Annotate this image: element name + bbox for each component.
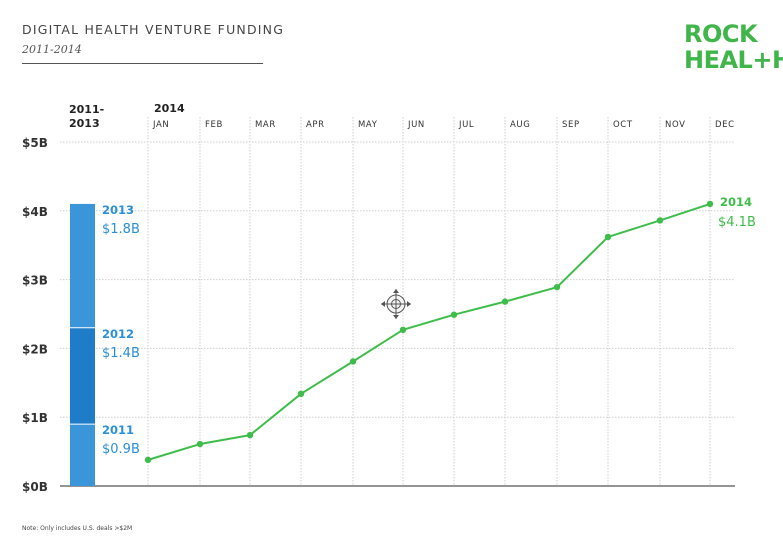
bar-header-line-1: 2011- bbox=[69, 103, 104, 116]
bar-header-line-2: 2013 bbox=[69, 117, 100, 130]
y-tick-label: $2B bbox=[22, 342, 48, 356]
data-point bbox=[450, 311, 458, 318]
bar-segment-year-label: 2012 bbox=[102, 327, 134, 341]
month-label: AUG bbox=[510, 120, 530, 130]
data-point bbox=[706, 200, 714, 208]
month-label: NOV bbox=[665, 120, 686, 130]
data-point bbox=[553, 283, 561, 291]
month-label: JUL bbox=[458, 120, 474, 130]
chart-subtitle: 2011-2014 bbox=[22, 43, 82, 56]
y-tick-label: $1B bbox=[22, 411, 48, 425]
y-tick-label: $5B bbox=[22, 136, 48, 150]
bar-segment-2013 bbox=[70, 203, 95, 328]
bar-segment-value-label: $0.9B bbox=[102, 442, 140, 457]
data-point bbox=[656, 217, 664, 224]
month-label: SEP bbox=[562, 120, 580, 130]
month-label: OCT bbox=[613, 120, 633, 130]
month-label: DEC bbox=[715, 120, 735, 130]
chart-title: DIGITAL HEALTH VENTURE FUNDING bbox=[22, 22, 285, 37]
bar-segment-year-label: 2013 bbox=[102, 203, 134, 217]
bar-segment-2011 bbox=[70, 424, 95, 486]
data-point bbox=[144, 456, 152, 464]
month-label: APR bbox=[306, 120, 325, 130]
move-cursor-icon bbox=[381, 289, 411, 319]
bar-segment-2012 bbox=[70, 327, 95, 425]
bar-segment-year-label: 2011 bbox=[102, 423, 134, 437]
month-label: MAY bbox=[358, 120, 378, 130]
month-label: MAR bbox=[255, 120, 276, 130]
bar-segment-value-label: $1.4B bbox=[102, 346, 140, 361]
data-point bbox=[349, 358, 357, 365]
data-point bbox=[246, 431, 254, 439]
footnote: Note: Only includes U.S. deals >$2M bbox=[22, 525, 133, 532]
series-line-2014 bbox=[147, 202, 711, 461]
data-point bbox=[196, 440, 204, 448]
logo-line-1: ROCK bbox=[684, 20, 758, 48]
month-label: FEB bbox=[205, 120, 223, 130]
data-point bbox=[501, 298, 509, 305]
data-point bbox=[604, 233, 612, 241]
line-end-value-label: $4.1B bbox=[718, 215, 756, 230]
line-end-year-label: 2014 bbox=[720, 195, 752, 209]
y-tick-label: $3B bbox=[22, 274, 48, 288]
title-divider bbox=[22, 63, 263, 64]
month-label: JAN bbox=[152, 120, 169, 130]
data-point bbox=[399, 326, 407, 334]
bar-segment-value-label: $1.8B bbox=[102, 222, 140, 237]
month-label: JUN bbox=[407, 120, 425, 130]
y-tick-label: $4B bbox=[22, 205, 48, 219]
line-year-header: 2014 bbox=[154, 102, 185, 115]
data-point bbox=[297, 390, 305, 398]
logo-line-2: HEAL+H bbox=[684, 46, 783, 74]
rock-health-logo: ROCK HEAL+H bbox=[684, 20, 783, 74]
y-tick-label: $0B bbox=[22, 480, 48, 494]
